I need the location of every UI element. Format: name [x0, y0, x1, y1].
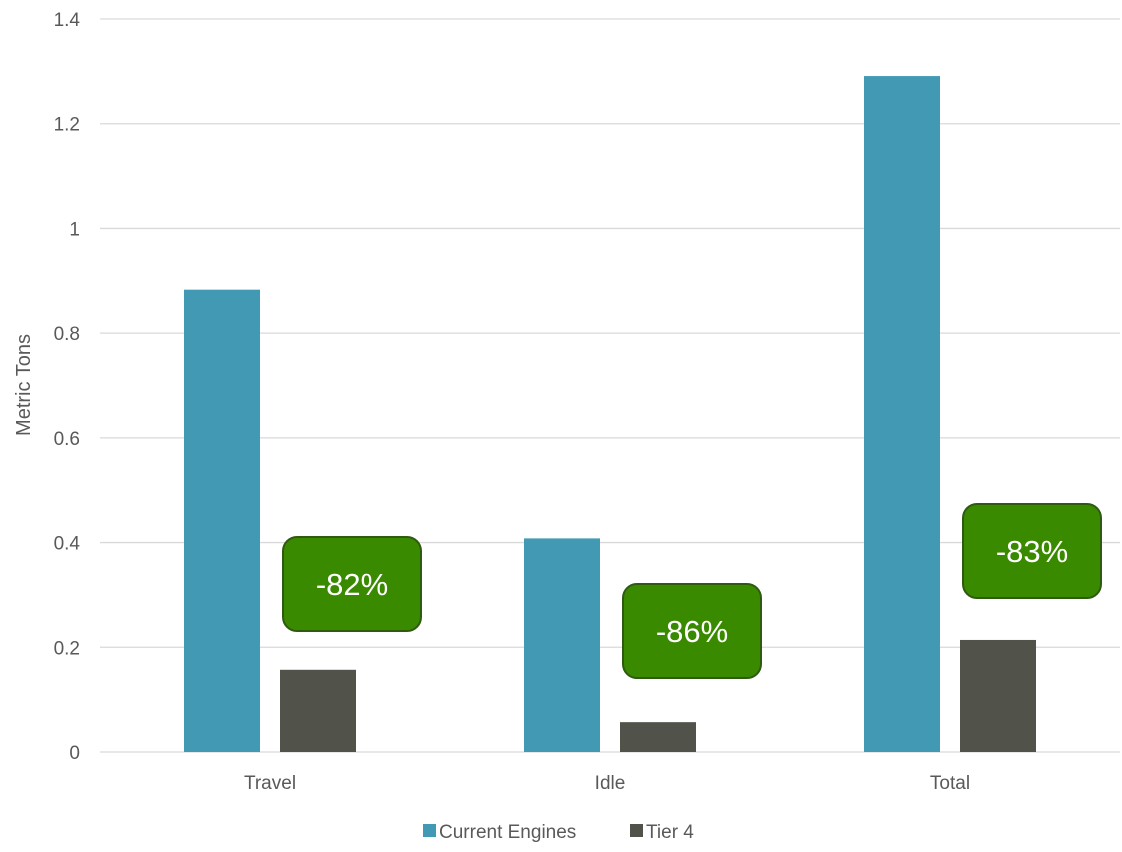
bar-tier-4-total — [960, 639, 1036, 752]
y-tick-label: 0 — [69, 743, 80, 764]
legend: Current Engines Tier 4 — [423, 822, 694, 843]
y-axis-title: Metric Tons — [13, 334, 35, 436]
bar-current-engines-idle — [524, 538, 600, 752]
bars — [184, 76, 1036, 753]
y-tick-label: 0.6 — [54, 429, 80, 450]
y-tick-label: 0.8 — [54, 324, 80, 345]
callout-label: -83% — [996, 534, 1068, 569]
bar-tier-4-travel — [280, 669, 356, 752]
x-category-label: Travel — [244, 773, 296, 794]
y-tick-label: 1.4 — [54, 10, 81, 31]
callouts: -82% -86% -83% — [282, 503, 1102, 679]
y-tick-label: 0.4 — [54, 534, 81, 555]
gridlines — [100, 18, 1120, 753]
x-category-label: Total — [930, 773, 970, 794]
y-tick-label: 1.2 — [54, 115, 80, 136]
legend-label: Tier 4 — [646, 822, 694, 843]
callout-box — [962, 503, 1102, 599]
y-tick-label: 0.2 — [54, 638, 80, 659]
callout-box — [282, 536, 422, 632]
x-category-label: Idle — [595, 773, 626, 794]
y-tick-label: 1 — [69, 219, 80, 240]
legend-swatch — [423, 824, 436, 837]
legend-label: Current Engines — [439, 822, 576, 843]
bar-current-engines-travel — [184, 289, 260, 752]
callout-box — [622, 583, 762, 679]
callout-label: -86% — [656, 614, 728, 649]
legend-swatch — [630, 824, 643, 837]
callout-label: -82% — [316, 567, 388, 602]
bar-tier-4-idle — [620, 722, 696, 752]
axis-labels: 0 0.2 0.4 0.6 0.8 1 1.2 1.4 Travel Idle Total — [54, 10, 970, 794]
bar-current-engines-total — [864, 76, 940, 753]
